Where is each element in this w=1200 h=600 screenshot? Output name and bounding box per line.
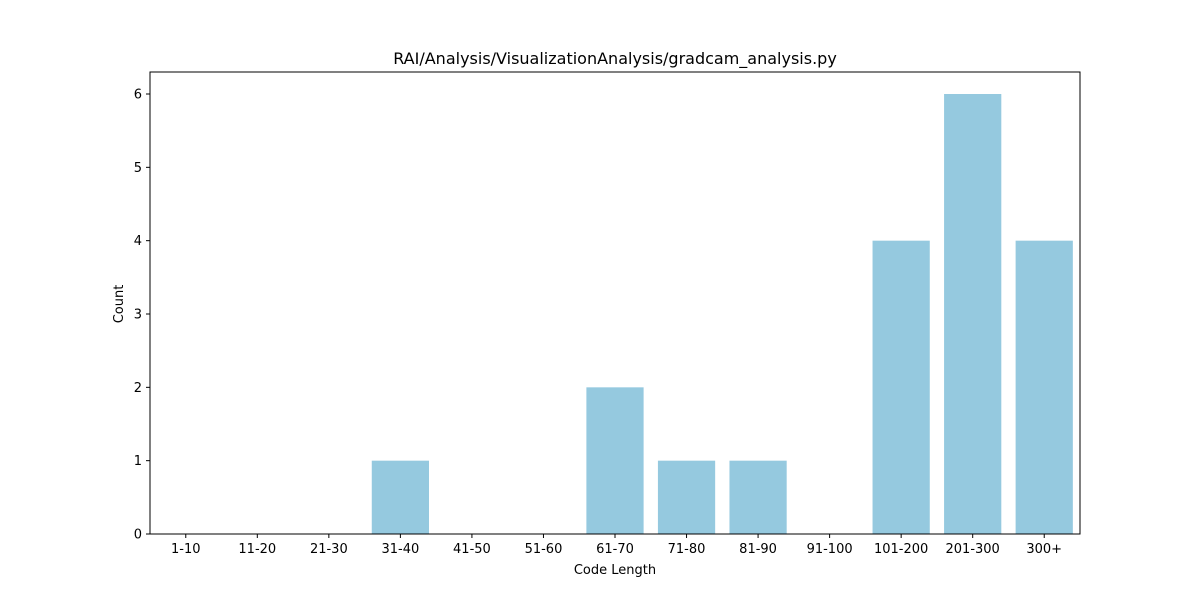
x-tick-label: 21-30 [310,542,348,557]
x-tick-label: 300+ [1026,542,1062,557]
x-axis-ticks: 1-10 11-20 21-30 31-40 41-50 51-60 61-70 71-80 8… [171,534,1062,557]
plot-frame [149,71,1081,535]
bars-group [371,94,1073,534]
bar-31-40 [371,460,429,534]
x-tick-label: 1-10 [171,542,201,557]
y-tick-label: 6 [134,88,142,103]
bar-71-80 [657,460,716,534]
y-tick-label: 0 [134,528,142,543]
y-tick-label: 2 [134,381,142,396]
x-tick-label: 51-60 [525,542,563,557]
x-axis-label: Code Length [574,563,656,578]
bar-101-200 [872,240,930,534]
x-tick-label: 101-200 [874,542,928,557]
y-axis-label: Count [112,285,127,324]
y-tick-label: 4 [134,234,142,249]
bar-201-300 [944,94,1002,534]
x-tick-label: 81-90 [739,542,777,557]
x-tick-label: 61-70 [596,542,634,557]
x-tick-label: 11-20 [238,542,276,557]
x-tick-label: 41-50 [453,542,491,557]
y-tick-label: 3 [134,308,142,323]
x-tick-label: 31-40 [381,542,419,557]
x-tick-label: 201-300 [946,542,1000,557]
y-tick-label: 5 [134,161,142,176]
x-tick-label: 71-80 [668,542,706,557]
bar-81-90 [729,460,787,534]
y-axis-ticks: 0 1 2 3 4 5 6 [134,88,150,543]
chart-title: RAI/Analysis/VisualizationAnalysis/gradc… [393,49,837,69]
bar-300+ [1015,240,1073,534]
y-tick-label: 1 [134,454,142,469]
x-tick-label: 91-100 [807,542,853,557]
bar-61-70 [586,387,644,534]
